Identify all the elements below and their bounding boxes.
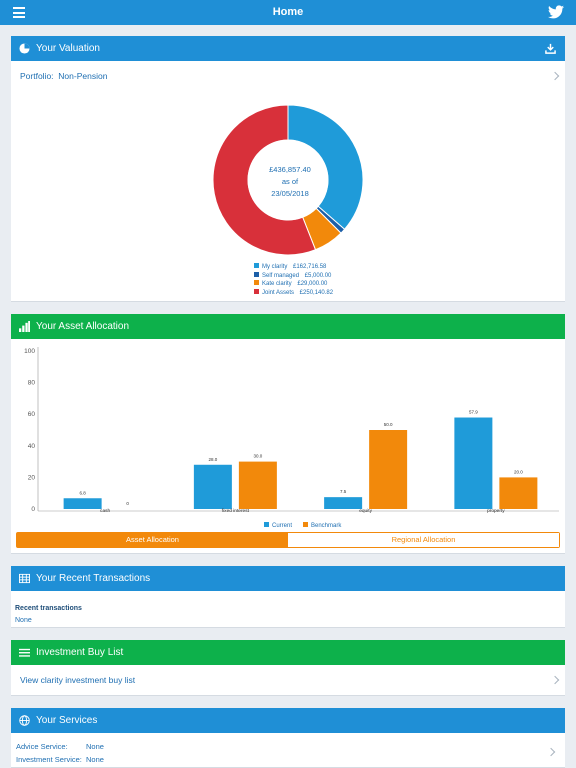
advice-value: None (86, 742, 104, 751)
y-tick-label: 0 (31, 506, 35, 513)
x-category-label: property (487, 508, 505, 514)
page-title: Home (272, 6, 304, 18)
buylist-link[interactable]: View clarity investment buy list (20, 675, 560, 689)
legend-swatch (264, 522, 269, 527)
table-icon (19, 573, 30, 584)
legend-item: My clarity £162,716.58 (254, 263, 333, 272)
center-asof: as of (281, 177, 299, 186)
services-header: Your Services (11, 708, 565, 733)
valuation-card: Your Valuation Portfolio: Non-Pension £4… (11, 36, 565, 302)
globe-icon (19, 715, 30, 726)
donut-inner-ring (247, 139, 329, 221)
legend-label: Current (272, 523, 292, 529)
legend-name: My clarity (262, 264, 288, 270)
legend-item: Self managed £5,000.00 (254, 271, 333, 281)
services-row[interactable]: Advice Service: None Investment Service: N… (16, 740, 560, 766)
bar-benchmark-equity[interactable] (369, 430, 408, 509)
investment-value: None (86, 755, 104, 764)
buylist-link-label: View clarity investment buy list (20, 675, 136, 685)
bar-current-cash[interactable] (63, 498, 102, 509)
portfolio-label: Portfolio: (20, 71, 54, 81)
legend-value: £29,000.00 (295, 281, 328, 288)
legend-label: Benchmark (311, 523, 342, 529)
legend-name: Joint Assets (262, 289, 295, 296)
bar-data-label: 6.8 (79, 490, 86, 495)
bar-current-property[interactable] (454, 417, 493, 509)
legend-swatch (303, 522, 308, 527)
bar-data-label: 28.0 (208, 457, 217, 462)
top-bar: Home (0, 0, 576, 25)
legend-swatch (254, 271, 259, 277)
bar-benchmark-fixed-interest[interactable] (238, 461, 277, 509)
donut-center: £436,857.40 as of 23/05/2018 (241, 164, 339, 200)
services-card: Your Services Advice Service: None Invest… (11, 708, 565, 768)
legend-item: Joint Assets £250,140.82 (254, 288, 334, 298)
chevron-right-icon (550, 71, 560, 81)
legend-swatch (254, 263, 259, 268)
portfolio-selector[interactable]: Portfolio: Non-Pension (20, 71, 560, 85)
allocation-title: Your Asset Allocation (36, 321, 130, 332)
y-tick-label: 60 (28, 411, 36, 418)
buylist-title: Investment Buy List (36, 647, 124, 658)
transactions-title: Your Recent Transactions (36, 573, 151, 584)
legend-value: £5,000.00 (303, 272, 332, 279)
transactions-card: Your Recent Transactions Recent transact… (11, 566, 565, 628)
bar-data-label: 0 (126, 501, 129, 506)
y-tick-label: 100 (24, 348, 35, 355)
bar-current-equity[interactable] (324, 497, 363, 509)
bar-current-fixed-interest[interactable] (193, 464, 232, 509)
bar-chart-icon (19, 321, 30, 332)
bar-data-label: 57.9 (469, 410, 478, 415)
center-date: 23/05/2018 (271, 189, 309, 198)
chevron-right-icon (550, 675, 560, 685)
center-value: £436,857.40 (269, 165, 311, 174)
pie-chart-icon (19, 43, 30, 54)
list-icon (19, 648, 30, 657)
asset-allocation-card: Your Asset Allocation 0 20 40 60 80 100 6.8 0 ca… (11, 314, 565, 554)
legend-item: Kate clarity £29,000.00 (254, 280, 333, 289)
legend-swatch (254, 288, 259, 294)
y-tick-label: 80 (28, 380, 36, 387)
x-category-label: equity (359, 508, 372, 514)
allocation-tabs: Asset Allocation Regional Allocation (16, 532, 560, 548)
transactions-subtitle: Recent transactions (15, 605, 82, 612)
services-title: Your Services (36, 715, 98, 726)
bar-data-label: 7.5 (340, 489, 347, 494)
legend-value: £250,140.82 (298, 289, 334, 296)
legend-name: Kate clarity (262, 281, 292, 288)
y-tick-label: 40 (28, 443, 36, 450)
portfolio-value: Non-Pension (58, 71, 108, 81)
buylist-card: Investment Buy List View clarity investm… (11, 640, 565, 696)
bar-data-label: 50.0 (384, 422, 393, 427)
tab-regional-allocation[interactable]: Regional Allocation (288, 533, 559, 547)
bar-data-label: 30.0 (253, 454, 262, 459)
valuation-donut-chart (212, 104, 364, 256)
valuation-header: Your Valuation (11, 36, 565, 61)
tab-asset-allocation[interactable]: Asset Allocation (17, 533, 288, 547)
bar-benchmark-property[interactable] (499, 477, 538, 509)
download-icon[interactable] (545, 43, 556, 54)
transactions-value: None (15, 617, 32, 624)
valuation-title: Your Valuation (36, 43, 100, 54)
buylist-header: Investment Buy List (11, 640, 565, 665)
transactions-header: Your Recent Transactions (11, 566, 565, 591)
investment-label: Investment Service: (16, 755, 82, 764)
allocation-header: Your Asset Allocation (11, 314, 565, 339)
legend-name: Self managed (262, 272, 300, 279)
x-category-label: fixed interest (222, 508, 250, 514)
legend-value: £162,716.58 (291, 264, 327, 270)
valuation-legend: My clarity £162,716.58 Self managed £5,00… (254, 263, 333, 297)
twitter-icon[interactable] (548, 5, 564, 19)
hamburger-menu-icon[interactable] (13, 7, 25, 18)
asset-allocation-bar-chart: 0 20 40 60 80 100 6.8 0 cash 28.0 30.0 fixed intere… (24, 347, 559, 529)
bar-data-label: 20.0 (514, 469, 523, 474)
advice-label: Advice Service: (16, 742, 68, 751)
legend-swatch (254, 280, 259, 286)
x-category-label: cash (100, 508, 110, 514)
y-tick-label: 20 (28, 474, 36, 481)
